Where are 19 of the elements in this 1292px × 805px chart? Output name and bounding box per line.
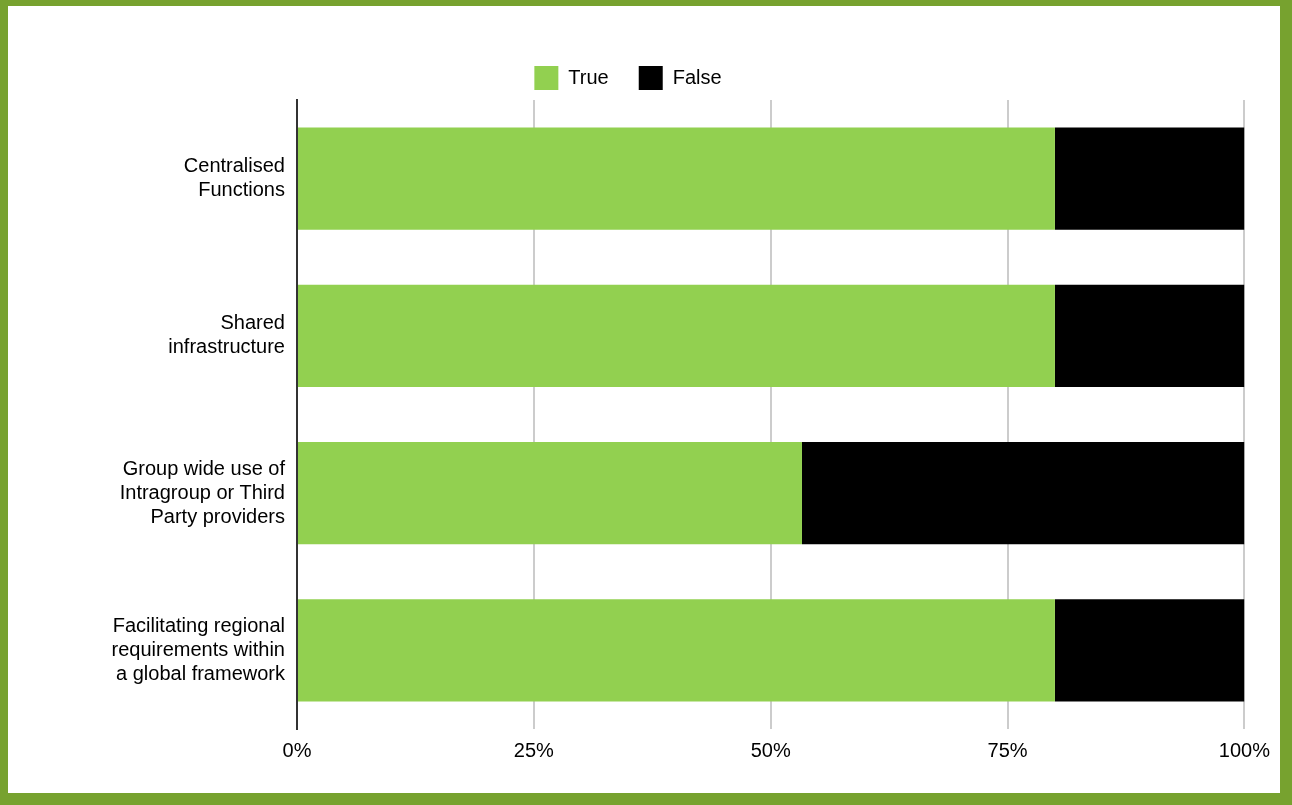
x-tick-label: 50% — [750, 738, 791, 761]
bar — [1054, 599, 1245, 702]
bar — [298, 442, 802, 545]
legend-label: False — [672, 65, 722, 88]
x-tick-label: 100% — [1218, 738, 1271, 761]
bar — [298, 127, 1055, 230]
bar — [298, 599, 1055, 702]
bar — [1054, 284, 1245, 387]
x-tick-label: 0% — [282, 738, 312, 761]
y-tick-label: Facilitating regional requirements within a global framework — [111, 613, 286, 684]
y-tick-label: Shared infrastructure — [168, 311, 285, 358]
legend-label: True — [568, 65, 609, 88]
bar — [1054, 127, 1245, 230]
y-tick-label: Group wide use of Intragroup or Third Party providers — [119, 456, 286, 527]
y-tick-label: Centralised Functions — [183, 154, 285, 201]
x-tick-label: 75% — [987, 738, 1028, 761]
x-tick-label: 25% — [513, 738, 555, 761]
bar — [801, 442, 1245, 545]
bar — [298, 284, 1055, 387]
